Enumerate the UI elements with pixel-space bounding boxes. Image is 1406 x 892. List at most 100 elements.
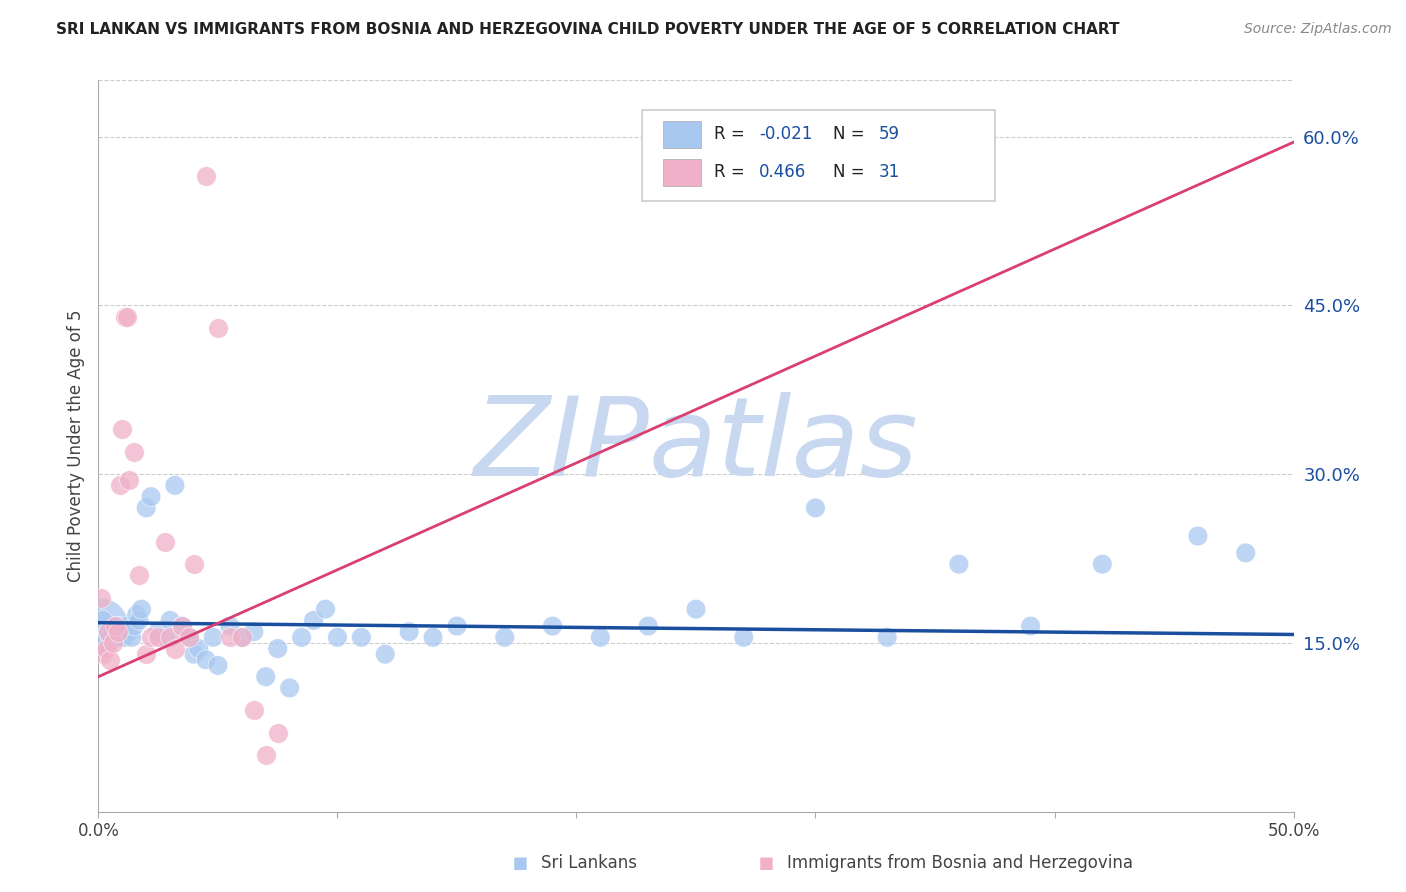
- Text: SRI LANKAN VS IMMIGRANTS FROM BOSNIA AND HERZEGOVINA CHILD POVERTY UNDER THE AGE: SRI LANKAN VS IMMIGRANTS FROM BOSNIA AND…: [56, 22, 1119, 37]
- Point: [446, 619, 468, 633]
- Bar: [662, 159, 700, 186]
- Point: [302, 614, 325, 628]
- Point: [219, 619, 242, 633]
- Point: [121, 630, 143, 644]
- Point: [374, 647, 396, 661]
- Point: [172, 619, 194, 633]
- Text: Source: ZipAtlas.com: Source: ZipAtlas.com: [1244, 22, 1392, 37]
- Text: Sri Lankans: Sri Lankans: [541, 855, 637, 872]
- Text: ZIPatlas: ZIPatlas: [474, 392, 918, 500]
- Point: [91, 614, 114, 628]
- Point: [155, 534, 177, 549]
- Point: [125, 607, 148, 622]
- Point: [179, 630, 201, 644]
- Point: [135, 500, 157, 515]
- FancyBboxPatch shape: [643, 110, 995, 201]
- Point: [187, 641, 209, 656]
- Point: [139, 630, 162, 644]
- Point: [159, 614, 181, 628]
- Point: [114, 310, 136, 324]
- Point: [163, 641, 186, 656]
- Point: [1019, 619, 1042, 633]
- Point: [148, 624, 170, 639]
- Point: [422, 630, 444, 644]
- Point: [195, 653, 218, 667]
- Point: [207, 658, 229, 673]
- Text: R =: R =: [714, 163, 749, 181]
- Point: [118, 473, 141, 487]
- Point: [202, 630, 225, 644]
- Point: [101, 624, 124, 639]
- Bar: [662, 120, 700, 148]
- Point: [231, 630, 253, 644]
- Point: [114, 630, 136, 644]
- Point: [139, 490, 162, 504]
- Point: [195, 169, 218, 183]
- Point: [350, 630, 373, 644]
- Point: [94, 636, 117, 650]
- Point: [207, 321, 229, 335]
- Point: [104, 630, 127, 644]
- Point: [128, 568, 150, 582]
- Point: [278, 681, 301, 695]
- Point: [541, 619, 564, 633]
- Point: [90, 591, 112, 605]
- Point: [183, 557, 205, 571]
- Point: [398, 624, 420, 639]
- Point: [101, 636, 124, 650]
- Point: [115, 619, 138, 633]
- Point: [243, 703, 266, 717]
- Point: [804, 500, 827, 515]
- Point: [155, 630, 177, 644]
- Point: [94, 641, 117, 656]
- Point: [90, 619, 112, 633]
- Text: N =: N =: [834, 163, 870, 181]
- Point: [254, 670, 277, 684]
- Point: [97, 624, 120, 639]
- Point: [91, 647, 114, 661]
- Point: [1187, 529, 1209, 543]
- Text: 59: 59: [879, 126, 900, 144]
- Point: [589, 630, 612, 644]
- Point: [315, 602, 337, 616]
- Point: [1234, 546, 1257, 560]
- Point: [326, 630, 349, 644]
- Point: [1091, 557, 1114, 571]
- Point: [172, 619, 194, 633]
- Point: [948, 557, 970, 571]
- Point: [107, 619, 129, 633]
- Text: 31: 31: [879, 163, 900, 181]
- Point: [104, 619, 127, 633]
- Point: [108, 630, 131, 644]
- Point: [685, 602, 707, 616]
- Point: [98, 630, 122, 644]
- Point: [254, 748, 277, 763]
- Point: [97, 624, 120, 639]
- Point: [135, 647, 157, 661]
- Text: ▪: ▪: [758, 852, 775, 875]
- Point: [108, 478, 131, 492]
- Point: [148, 630, 170, 644]
- Point: [733, 630, 755, 644]
- Point: [494, 630, 516, 644]
- Text: -0.021: -0.021: [759, 126, 813, 144]
- Point: [131, 602, 153, 616]
- Point: [267, 726, 290, 740]
- Point: [291, 630, 314, 644]
- Point: [231, 630, 253, 644]
- Point: [159, 630, 181, 644]
- Point: [98, 653, 122, 667]
- Text: 0.466: 0.466: [759, 163, 807, 181]
- Point: [267, 641, 290, 656]
- Text: N =: N =: [834, 126, 870, 144]
- Point: [637, 619, 659, 633]
- Text: ▪: ▪: [512, 852, 529, 875]
- Point: [876, 630, 898, 644]
- Point: [219, 630, 242, 644]
- Point: [118, 624, 141, 639]
- Point: [179, 630, 201, 644]
- Text: Immigrants from Bosnia and Herzegovina: Immigrants from Bosnia and Herzegovina: [787, 855, 1133, 872]
- Point: [124, 619, 146, 633]
- Point: [128, 614, 150, 628]
- Point: [243, 624, 266, 639]
